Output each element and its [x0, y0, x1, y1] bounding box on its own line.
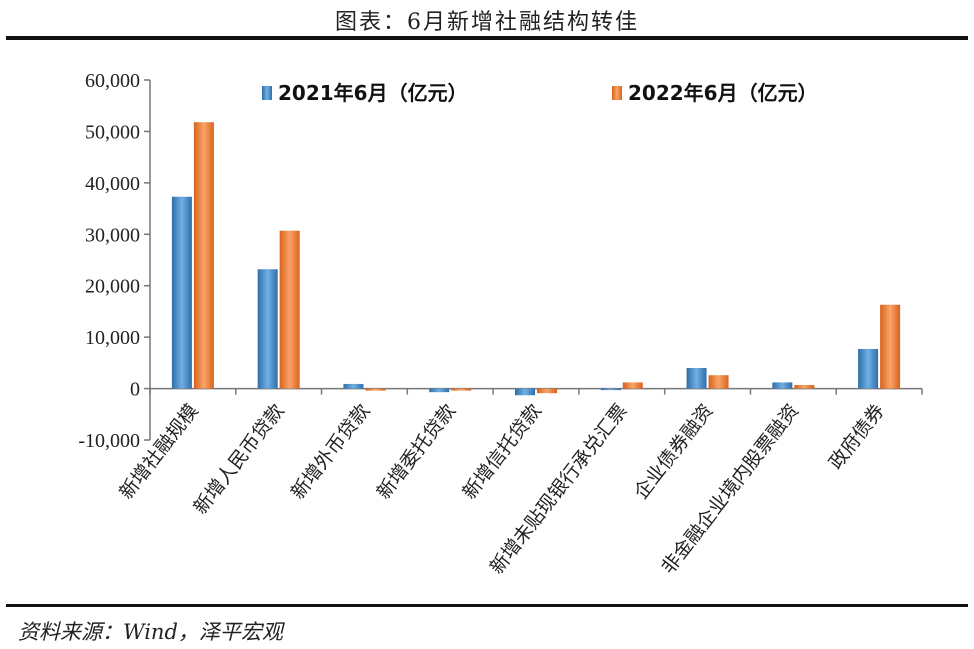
bar-2021-1	[257, 269, 278, 389]
source-note: 资料来源：Wind，泽平宏观	[18, 620, 283, 644]
y-tick-label: 10,000	[85, 327, 140, 349]
chart-title: 图表：6月新增社融结构转佳	[335, 10, 639, 35]
bar-2022-0	[193, 122, 214, 389]
y-tick-label: 0	[130, 379, 140, 401]
bar-2022-8	[880, 304, 901, 389]
y-tick-label: 60,000	[85, 70, 140, 92]
bar-2021-0	[171, 196, 192, 389]
legend-layer: 2021年6月（亿元） 2022年6月（亿元）	[262, 81, 818, 105]
legend-swatch-2022	[612, 86, 622, 100]
y-tick-label: 50,000	[85, 121, 140, 143]
source-rule	[6, 604, 968, 607]
bar-2022-3	[451, 388, 472, 391]
x-category-label: 新增委托贷款	[373, 400, 461, 503]
x-category-label: 政府债券	[825, 400, 889, 473]
bar-2022-1	[279, 230, 300, 389]
bar-2021-6	[686, 368, 707, 389]
bar-layer	[171, 122, 901, 396]
bar-2022-2	[365, 388, 386, 391]
bar-2021-4	[515, 388, 535, 396]
legend-label-2022: 2022年6月（亿元）	[628, 81, 818, 105]
bar-2022-4	[537, 388, 557, 394]
bar-2021-3	[429, 388, 450, 393]
legend-swatch-2021	[262, 86, 272, 100]
y-tick-label: 20,000	[85, 276, 140, 298]
bar-2022-7	[794, 384, 815, 389]
title-rule	[6, 36, 968, 40]
x-category-label: 新增人民币贷款	[189, 400, 288, 518]
bar-2022-5	[622, 382, 643, 389]
bar-2021-7	[772, 382, 793, 389]
legend-label-2021: 2021年6月（亿元）	[278, 81, 468, 105]
y-tick-label: 40,000	[85, 173, 140, 195]
bar-2021-5	[600, 388, 621, 391]
bar-2021-8	[858, 348, 879, 389]
x-category-label: 新增信托贷款	[458, 400, 546, 503]
x-category-label: 企业债券融资	[630, 400, 718, 503]
x-category-label: 新增外币贷款	[287, 400, 375, 503]
y-tick-label: 30,000	[85, 224, 140, 246]
y-tick-label: -10,000	[78, 430, 140, 452]
bar-2021-2	[343, 383, 364, 389]
bar-2022-6	[708, 375, 729, 389]
